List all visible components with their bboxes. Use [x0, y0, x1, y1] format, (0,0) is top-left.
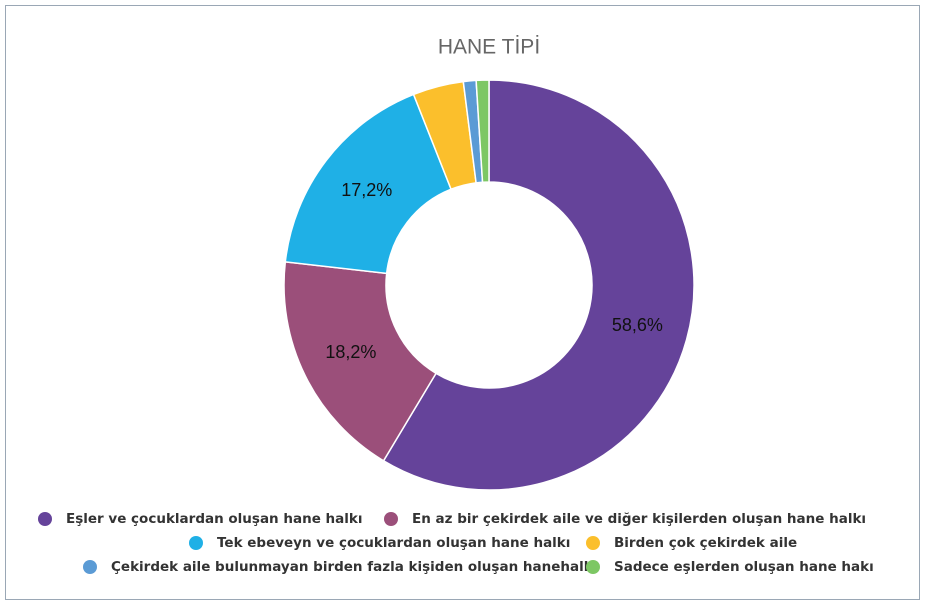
data-label: 58,6% [612, 315, 663, 335]
legend-label: En az bir çekirdek aile ve diğer kişiler… [412, 511, 866, 527]
legend-marker [83, 560, 97, 574]
legend-label: Sadece eşlerden oluşan hane hakı [614, 559, 874, 575]
legend-marker [384, 512, 398, 526]
donut-slice [475, 79, 490, 183]
data-label: 17,2% [341, 180, 392, 200]
chart-title: HANE TİPİ [438, 36, 540, 59]
legend-marker [586, 560, 600, 574]
legend-marker [189, 536, 203, 550]
legend-marker [586, 536, 600, 550]
donut-slice [284, 93, 453, 275]
donut-slice [382, 79, 695, 491]
legend-marker [38, 512, 52, 526]
donut-slice [283, 261, 438, 462]
data-label: 18,2% [325, 342, 376, 362]
legend-label: Çekirdek aile bulunmayan birden fazla ki… [111, 559, 597, 575]
legend-label: Birden çok çekirdek aile [614, 535, 797, 551]
legend-label: Tek ebeveyn ve çocuklardan oluşan hane h… [217, 535, 570, 551]
legend-label: Eşler ve çocuklardan oluşan hane halkı [66, 511, 363, 527]
